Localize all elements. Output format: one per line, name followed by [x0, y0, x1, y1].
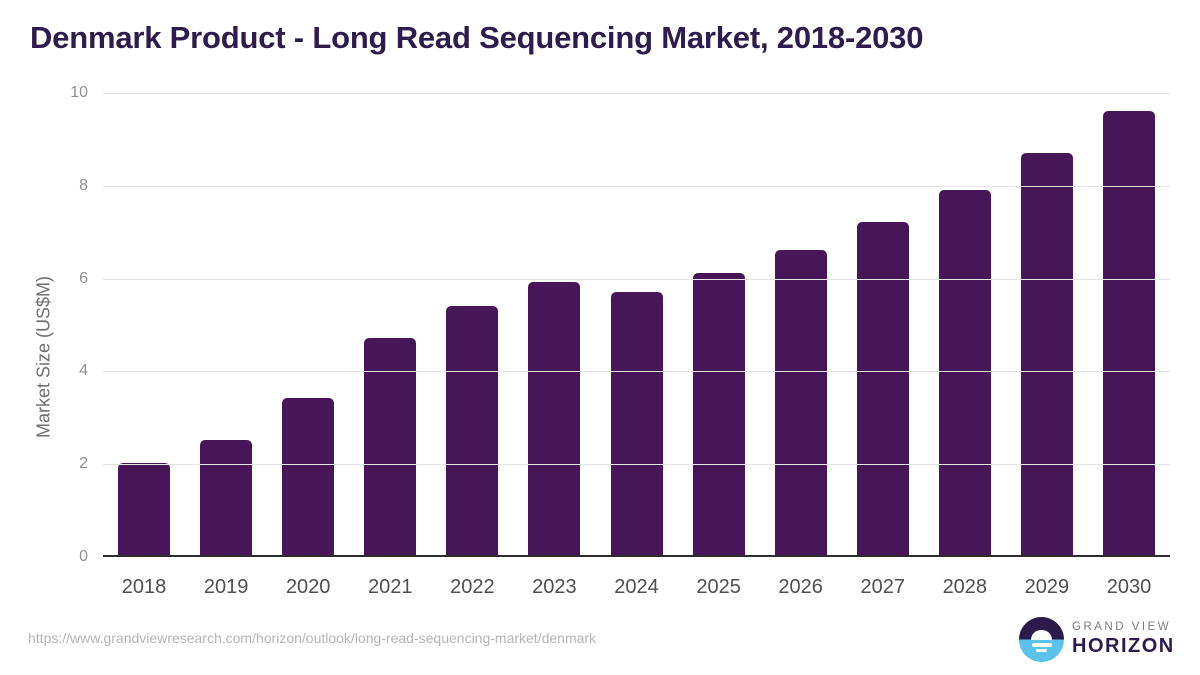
logo-product-name: HORIZON [1072, 635, 1175, 657]
bar-column-2029 [1006, 93, 1088, 555]
bar-column-2028 [924, 93, 1006, 555]
bar-column-2030 [1088, 93, 1170, 555]
bars-group [103, 93, 1170, 555]
bar-2028 [938, 190, 991, 555]
water-stripe-icon [1036, 648, 1047, 652]
bar-2030 [1102, 111, 1155, 555]
y-tick-label-2: 2 [79, 455, 88, 473]
bar-column-2024 [595, 93, 677, 555]
logo-brand-name: GRAND VIEW [1072, 621, 1172, 633]
gridline-y-10 [103, 93, 1170, 94]
x-tick-label-2018: 2018 [121, 576, 167, 598]
gridline-y-6 [103, 278, 1170, 280]
gridline-y-4 [103, 371, 1170, 373]
sun-icon [1031, 629, 1052, 640]
horizon-sun-icon [1019, 617, 1064, 662]
logo-text: GRAND VIEW HORIZON [1072, 621, 1175, 658]
bar-2025 [692, 273, 745, 555]
bar-chart-plot-area [103, 93, 1170, 557]
bar-column-2027 [842, 93, 924, 555]
x-tick-label-2023: 2023 [532, 576, 577, 598]
x-tick-label-2025: 2025 [696, 576, 741, 598]
y-tick-label-4: 4 [79, 362, 88, 380]
bar-2021 [364, 337, 417, 555]
bar-column-2022 [431, 93, 513, 555]
y-axis-title: Market Size (US$M) [33, 275, 54, 439]
gridline-y-2 [103, 464, 1170, 466]
water-stripe-icon [1031, 642, 1052, 647]
bar-2027 [856, 222, 909, 555]
x-tick-label-2022: 2022 [450, 576, 495, 598]
y-tick-label-6: 6 [79, 269, 88, 287]
page-title: Denmark Product - Long Read Sequencing M… [30, 20, 924, 55]
x-tick-label-2029: 2029 [1024, 576, 1070, 598]
bar-column-2020 [267, 93, 349, 555]
bar-2022 [446, 305, 499, 555]
x-axis-labels: 2018 2019 2020 2021 2022 2023 2024 2025 2026 2027… [103, 568, 1170, 599]
bar-2024 [610, 291, 663, 555]
x-tick-label-2021: 2021 [368, 576, 413, 598]
x-tick-label-2028: 2028 [942, 576, 988, 598]
source-url-text: https://www.grandviewresearch.com/horizo… [28, 630, 597, 646]
bar-2023 [528, 282, 581, 555]
x-tick-label-2020: 2020 [285, 576, 331, 598]
x-tick-label-2024: 2024 [614, 576, 659, 598]
x-tick-label-2030: 2030 [1106, 576, 1152, 598]
bar-column-2018 [103, 93, 185, 555]
bar-2029 [1020, 153, 1073, 555]
bar-column-2026 [760, 93, 842, 555]
bar-2018 [118, 462, 171, 555]
bar-2026 [774, 250, 827, 555]
bar-column-2021 [349, 93, 431, 555]
gridline-y-8 [103, 185, 1170, 187]
x-tick-label-2019: 2019 [203, 576, 249, 598]
x-tick-label-2026: 2026 [778, 576, 823, 598]
bar-column-2019 [185, 93, 267, 555]
grand-view-horizon-logo: GRAND VIEW HORIZON [1019, 617, 1175, 662]
bar-column-2023 [513, 93, 595, 555]
bar-column-2025 [678, 93, 760, 555]
y-tick-label-10: 10 [70, 84, 88, 101]
bar-2019 [200, 439, 253, 555]
bar-2020 [282, 397, 335, 555]
x-tick-label-2027: 2027 [860, 576, 905, 598]
y-tick-label-8: 8 [79, 176, 88, 194]
y-tick-label-0: 0 [79, 548, 88, 565]
